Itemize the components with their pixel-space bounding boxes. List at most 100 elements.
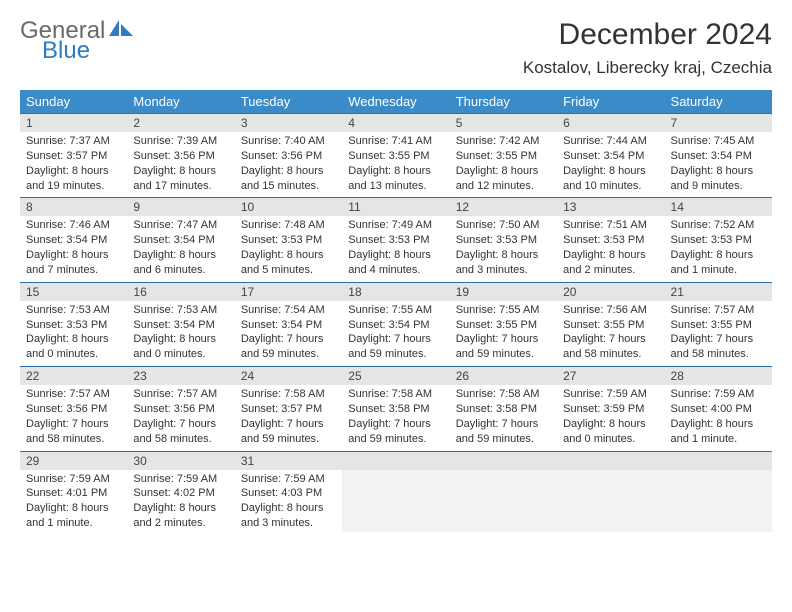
calendar-day-cell: 5Sunrise: 7:42 AMSunset: 3:55 PMDaylight… bbox=[450, 114, 557, 198]
day-details: Sunrise: 7:45 AMSunset: 3:54 PMDaylight:… bbox=[665, 132, 772, 197]
sunrise-line: Sunrise: 7:59 AM bbox=[133, 472, 228, 487]
sunrise-line: Sunrise: 7:57 AM bbox=[671, 303, 766, 318]
sunrise-line: Sunrise: 7:54 AM bbox=[241, 303, 336, 318]
sunset-line: Sunset: 3:56 PM bbox=[133, 402, 228, 417]
day-details: Sunrise: 7:59 AMSunset: 4:01 PMDaylight:… bbox=[20, 470, 127, 535]
day-details: Sunrise: 7:59 AMSunset: 3:59 PMDaylight:… bbox=[557, 385, 664, 450]
sunset-line: Sunset: 3:54 PM bbox=[671, 149, 766, 164]
sunrise-line: Sunrise: 7:53 AM bbox=[133, 303, 228, 318]
sunrise-line: Sunrise: 7:57 AM bbox=[133, 387, 228, 402]
calendar-day-cell: 1Sunrise: 7:37 AMSunset: 3:57 PMDaylight… bbox=[20, 114, 127, 198]
day-number: 15 bbox=[20, 283, 127, 301]
daylight-line: Daylight: 7 hours and 59 minutes. bbox=[456, 417, 551, 447]
day-number: 19 bbox=[450, 283, 557, 301]
sunrise-line: Sunrise: 7:59 AM bbox=[26, 472, 121, 487]
daylight-line: Daylight: 8 hours and 0 minutes. bbox=[26, 332, 121, 362]
sunset-line: Sunset: 3:58 PM bbox=[456, 402, 551, 417]
day-number: 13 bbox=[557, 198, 664, 216]
calendar-day-cell: 11Sunrise: 7:49 AMSunset: 3:53 PMDayligh… bbox=[342, 198, 449, 282]
sunset-line: Sunset: 3:53 PM bbox=[241, 233, 336, 248]
sunset-line: Sunset: 3:59 PM bbox=[563, 402, 658, 417]
day-number: 24 bbox=[235, 367, 342, 385]
sunset-line: Sunset: 3:57 PM bbox=[26, 149, 121, 164]
sunset-line: Sunset: 3:55 PM bbox=[456, 318, 551, 333]
day-details: Sunrise: 7:37 AMSunset: 3:57 PMDaylight:… bbox=[20, 132, 127, 197]
daylight-line: Daylight: 8 hours and 15 minutes. bbox=[241, 164, 336, 194]
day-number: 7 bbox=[665, 114, 772, 132]
calendar-day-cell: 13Sunrise: 7:51 AMSunset: 3:53 PMDayligh… bbox=[557, 198, 664, 282]
day-number: 26 bbox=[450, 367, 557, 385]
day-number bbox=[557, 452, 664, 470]
day-details: Sunrise: 7:58 AMSunset: 3:58 PMDaylight:… bbox=[342, 385, 449, 450]
calendar-day-cell: 28Sunrise: 7:59 AMSunset: 4:00 PMDayligh… bbox=[665, 367, 772, 451]
day-details bbox=[557, 470, 664, 532]
day-details: Sunrise: 7:57 AMSunset: 3:55 PMDaylight:… bbox=[665, 301, 772, 366]
calendar-day-cell: 8Sunrise: 7:46 AMSunset: 3:54 PMDaylight… bbox=[20, 198, 127, 282]
sunset-line: Sunset: 3:55 PM bbox=[671, 318, 766, 333]
day-number: 29 bbox=[20, 452, 127, 470]
day-details: Sunrise: 7:48 AMSunset: 3:53 PMDaylight:… bbox=[235, 216, 342, 281]
calendar-day-cell: 18Sunrise: 7:55 AMSunset: 3:54 PMDayligh… bbox=[342, 282, 449, 366]
day-number: 17 bbox=[235, 283, 342, 301]
day-number bbox=[665, 452, 772, 470]
calendar-day-cell: 6Sunrise: 7:44 AMSunset: 3:54 PMDaylight… bbox=[557, 114, 664, 198]
sunset-line: Sunset: 3:54 PM bbox=[133, 318, 228, 333]
sunset-line: Sunset: 3:55 PM bbox=[348, 149, 443, 164]
daylight-line: Daylight: 8 hours and 3 minutes. bbox=[241, 501, 336, 531]
sunset-line: Sunset: 3:54 PM bbox=[348, 318, 443, 333]
logo-text-blue: Blue bbox=[42, 39, 135, 63]
day-number: 12 bbox=[450, 198, 557, 216]
weekday-header: Thursday bbox=[450, 90, 557, 114]
sunrise-line: Sunrise: 7:58 AM bbox=[456, 387, 551, 402]
daylight-line: Daylight: 8 hours and 12 minutes. bbox=[456, 164, 551, 194]
daylight-line: Daylight: 7 hours and 59 minutes. bbox=[456, 332, 551, 362]
sunset-line: Sunset: 3:57 PM bbox=[241, 402, 336, 417]
sunrise-line: Sunrise: 7:42 AM bbox=[456, 134, 551, 149]
day-number: 30 bbox=[127, 452, 234, 470]
daylight-line: Daylight: 8 hours and 10 minutes. bbox=[563, 164, 658, 194]
sunset-line: Sunset: 4:00 PM bbox=[671, 402, 766, 417]
sunset-line: Sunset: 3:58 PM bbox=[348, 402, 443, 417]
daylight-line: Daylight: 8 hours and 1 minute. bbox=[671, 248, 766, 278]
calendar-week-row: 15Sunrise: 7:53 AMSunset: 3:53 PMDayligh… bbox=[20, 282, 772, 366]
calendar-empty-cell bbox=[665, 451, 772, 535]
sunrise-line: Sunrise: 7:40 AM bbox=[241, 134, 336, 149]
sunrise-line: Sunrise: 7:56 AM bbox=[563, 303, 658, 318]
daylight-line: Daylight: 8 hours and 17 minutes. bbox=[133, 164, 228, 194]
sunrise-line: Sunrise: 7:58 AM bbox=[241, 387, 336, 402]
day-details: Sunrise: 7:59 AMSunset: 4:02 PMDaylight:… bbox=[127, 470, 234, 535]
calendar-day-cell: 15Sunrise: 7:53 AMSunset: 3:53 PMDayligh… bbox=[20, 282, 127, 366]
calendar-day-cell: 2Sunrise: 7:39 AMSunset: 3:56 PMDaylight… bbox=[127, 114, 234, 198]
sunrise-line: Sunrise: 7:41 AM bbox=[348, 134, 443, 149]
daylight-line: Daylight: 7 hours and 58 minutes. bbox=[26, 417, 121, 447]
daylight-line: Daylight: 8 hours and 13 minutes. bbox=[348, 164, 443, 194]
day-number: 9 bbox=[127, 198, 234, 216]
logo: General Blue bbox=[20, 18, 135, 63]
calendar-day-cell: 4Sunrise: 7:41 AMSunset: 3:55 PMDaylight… bbox=[342, 114, 449, 198]
sunrise-line: Sunrise: 7:50 AM bbox=[456, 218, 551, 233]
day-details: Sunrise: 7:59 AMSunset: 4:03 PMDaylight:… bbox=[235, 470, 342, 535]
day-details: Sunrise: 7:39 AMSunset: 3:56 PMDaylight:… bbox=[127, 132, 234, 197]
calendar-day-cell: 29Sunrise: 7:59 AMSunset: 4:01 PMDayligh… bbox=[20, 451, 127, 535]
calendar-day-cell: 3Sunrise: 7:40 AMSunset: 3:56 PMDaylight… bbox=[235, 114, 342, 198]
sunset-line: Sunset: 3:55 PM bbox=[563, 318, 658, 333]
day-number: 31 bbox=[235, 452, 342, 470]
sunset-line: Sunset: 3:53 PM bbox=[456, 233, 551, 248]
daylight-line: Daylight: 8 hours and 7 minutes. bbox=[26, 248, 121, 278]
day-number: 3 bbox=[235, 114, 342, 132]
calendar-day-cell: 25Sunrise: 7:58 AMSunset: 3:58 PMDayligh… bbox=[342, 367, 449, 451]
day-details: Sunrise: 7:44 AMSunset: 3:54 PMDaylight:… bbox=[557, 132, 664, 197]
day-number: 23 bbox=[127, 367, 234, 385]
calendar-day-cell: 27Sunrise: 7:59 AMSunset: 3:59 PMDayligh… bbox=[557, 367, 664, 451]
day-details bbox=[665, 470, 772, 532]
calendar-day-cell: 31Sunrise: 7:59 AMSunset: 4:03 PMDayligh… bbox=[235, 451, 342, 535]
day-details bbox=[450, 470, 557, 532]
day-details: Sunrise: 7:56 AMSunset: 3:55 PMDaylight:… bbox=[557, 301, 664, 366]
daylight-line: Daylight: 8 hours and 2 minutes. bbox=[563, 248, 658, 278]
sunrise-line: Sunrise: 7:52 AM bbox=[671, 218, 766, 233]
calendar-table: SundayMondayTuesdayWednesdayThursdayFrid… bbox=[20, 90, 772, 535]
day-details bbox=[342, 470, 449, 532]
month-title: December 2024 bbox=[523, 18, 772, 52]
day-details: Sunrise: 7:57 AMSunset: 3:56 PMDaylight:… bbox=[127, 385, 234, 450]
sunrise-line: Sunrise: 7:37 AM bbox=[26, 134, 121, 149]
